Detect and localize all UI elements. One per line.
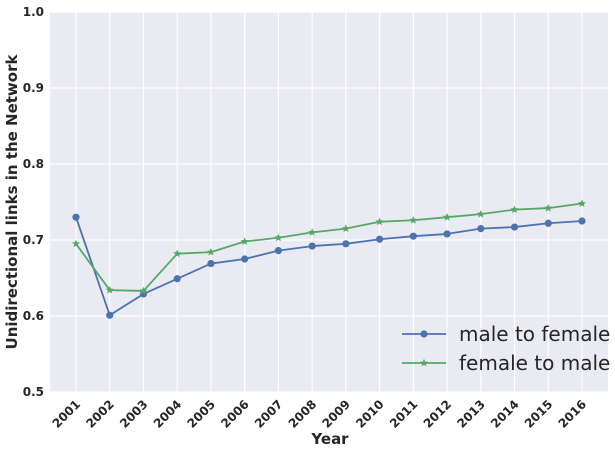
data-point: [240, 237, 249, 245]
data-point: [443, 213, 452, 221]
x-tick-label: 2009: [319, 397, 353, 431]
y-axis-ticks: 0.5 0.6 0.7 0.8 0.9 1.0: [23, 5, 44, 399]
legend-label: male to female: [459, 322, 610, 346]
x-axis-title: Year: [310, 430, 349, 448]
x-tick-label: 2015: [522, 397, 556, 431]
x-tick-label: 2007: [252, 397, 286, 431]
x-tick-label: 2012: [421, 397, 455, 431]
series-2-line: [75, 202, 583, 292]
data-point: [206, 247, 215, 256]
data-point: [105, 285, 114, 294]
legend-marker: [420, 358, 428, 367]
data-point: [409, 232, 417, 240]
data-point: [476, 209, 485, 218]
data-point: [510, 223, 519, 231]
data-point: [308, 242, 316, 250]
data-point: [477, 225, 485, 233]
x-tick-label: 2008: [286, 397, 320, 431]
data-point: [241, 255, 249, 263]
x-tick-label: 2010: [353, 397, 387, 431]
data-point: [106, 311, 114, 319]
x-tick-label: 2013: [454, 397, 488, 431]
x-axis-ticks: 2001 2002 2003 2004 2005 2006 2007 2008 2009 2010…: [50, 397, 590, 431]
x-tick-label: 2002: [83, 397, 117, 431]
y-tick-label: 0.9: [23, 81, 44, 95]
x-tick-label: 2014: [488, 397, 522, 431]
data-point: [139, 286, 148, 295]
x-tick-label: 2011: [387, 397, 421, 431]
x-tick-label: 2005: [185, 397, 219, 431]
y-tick-label: 0.6: [23, 309, 44, 323]
x-tick-label: 2001: [50, 397, 84, 431]
data-point: [72, 213, 80, 221]
data-point: [308, 228, 317, 236]
data-point: [510, 205, 519, 213]
x-tick-label: 2006: [218, 397, 252, 431]
y-tick-label: 0.8: [23, 157, 44, 171]
data-point: [173, 275, 181, 283]
x-tick-label: 2016: [556, 397, 590, 431]
data-point: [341, 224, 350, 232]
y-tick-label: 0.7: [23, 233, 44, 247]
legend-marker: [420, 330, 428, 338]
y-axis-title: Unidirectional links in the Network: [3, 54, 21, 350]
series-lines: [72, 199, 586, 319]
y-tick-label: 1.0: [23, 5, 44, 19]
data-point: [409, 216, 418, 224]
series-1-line: [75, 216, 583, 317]
series-2: [72, 199, 586, 295]
legend: male to female female to male: [402, 322, 610, 375]
data-point: [72, 239, 80, 248]
x-tick-label: 2003: [117, 397, 151, 431]
data-point: [578, 199, 586, 207]
data-point: [578, 217, 586, 225]
series-1: [72, 213, 586, 319]
data-point: [274, 233, 283, 242]
data-point: [544, 203, 553, 212]
data-point: [375, 217, 384, 226]
data-point: [274, 247, 282, 255]
data-point: [173, 249, 182, 258]
x-tick-label: 2004: [151, 397, 185, 431]
legend-label: female to male: [459, 351, 610, 375]
data-point: [207, 259, 215, 268]
data-point: [443, 230, 451, 238]
data-point: [544, 219, 552, 227]
y-tick-label: 0.5: [23, 385, 44, 399]
data-point: [342, 240, 350, 248]
data-point: [376, 235, 384, 243]
